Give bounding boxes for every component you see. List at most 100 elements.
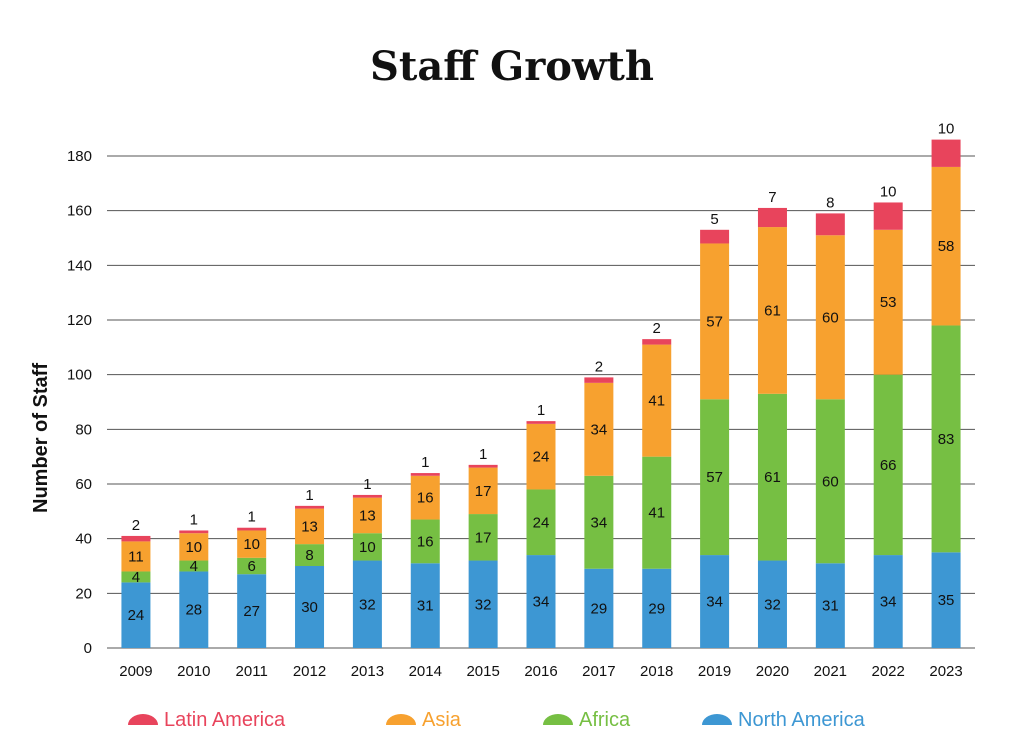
bar-segment: [295, 544, 325, 566]
data-label: 29: [648, 600, 665, 617]
data-label: 1: [479, 446, 487, 463]
y-tick-label: 100: [67, 367, 92, 384]
data-label: 83: [938, 431, 955, 448]
data-label: 34: [591, 421, 608, 438]
bar-stack: 31 60 60 8: [815, 194, 845, 648]
bar-segment: [700, 555, 730, 648]
bar-segment: [873, 555, 903, 648]
bar-segment: [526, 489, 556, 556]
y-tick-label: 40: [75, 531, 92, 548]
data-label: 1: [305, 487, 313, 504]
y-axis-ticks: 0 20 40 60 80 100 120 140 160 180: [67, 148, 92, 657]
bar-segment: [700, 243, 730, 400]
legend-swatch: [386, 714, 416, 725]
bar-stack: 29 41 41 2: [642, 320, 672, 648]
data-label: 10: [880, 183, 897, 200]
bar-segment: [121, 541, 151, 572]
bar-stack: 34 57 57 5: [700, 211, 730, 648]
bar-segment: [121, 535, 151, 542]
data-label: 1: [363, 476, 371, 493]
legend-item: Asia: [386, 709, 462, 731]
data-label: 31: [417, 598, 434, 615]
data-label: 10: [359, 539, 376, 556]
data-label: 30: [301, 599, 318, 616]
x-tick-label: 2013: [351, 663, 384, 680]
x-tick-label: 2017: [582, 663, 615, 680]
y-tick-label: 160: [67, 203, 92, 220]
bar-segment: [179, 530, 209, 534]
bar-segment: [410, 563, 440, 648]
data-label: 1: [537, 402, 545, 419]
bar-segment: [815, 399, 845, 564]
x-tick-label: 2020: [756, 663, 789, 680]
x-tick-label: 2018: [640, 663, 673, 680]
bar-segment: [584, 568, 614, 648]
bar-segment: [584, 475, 614, 569]
legend-item: Africa: [543, 709, 631, 731]
data-label: 13: [301, 518, 318, 535]
bar-segment: [931, 552, 961, 648]
data-label: 13: [359, 507, 376, 524]
bar-stack: 24 4 11 2: [121, 517, 151, 648]
bar-segment: [584, 382, 614, 476]
legend-swatch: [702, 714, 732, 725]
bar-segment: [815, 235, 845, 400]
bar-stack: 34 66 53 10: [873, 183, 903, 648]
data-label: 29: [591, 600, 608, 617]
bar-segment: [468, 464, 498, 468]
data-label: 2: [653, 320, 661, 337]
data-label: 57: [706, 469, 723, 486]
bar-segment: [352, 494, 382, 498]
bar-segment: [526, 421, 556, 424]
bar-stack: 30 8 13 1: [295, 487, 325, 648]
data-label: 35: [938, 592, 955, 609]
x-tick-label: 2021: [814, 663, 847, 680]
y-tick-label: 140: [67, 257, 92, 274]
bar-segment: [179, 533, 209, 561]
legend-label: Asia: [422, 709, 462, 731]
data-label: 32: [359, 596, 376, 613]
x-tick-label: 2010: [177, 663, 210, 680]
data-label: 17: [475, 529, 492, 546]
data-label: 41: [648, 505, 665, 522]
data-label: 61: [764, 469, 781, 486]
bar-segment: [815, 563, 845, 648]
bar-segment: [815, 213, 845, 236]
bar-segment: [757, 227, 787, 394]
x-tick-label: 2012: [293, 663, 326, 680]
bar-segment: [642, 344, 672, 457]
data-label: 8: [305, 547, 313, 564]
bar-segment: [352, 560, 382, 648]
data-label: 17: [475, 483, 492, 500]
data-label: 34: [533, 594, 550, 611]
x-tick-label: 2014: [409, 663, 442, 680]
data-label: 4: [190, 558, 198, 575]
bar-segment: [931, 166, 961, 326]
bar-segment: [352, 533, 382, 561]
data-label: 58: [938, 238, 955, 255]
bar-segment: [700, 229, 730, 244]
legend-label: Africa: [579, 709, 631, 731]
data-label: 66: [880, 457, 897, 474]
x-axis-ticks: 2009 2010 2011 2012 2013 2014 2015 2016 2017 2018…: [119, 663, 963, 680]
bar-stack: 35 83 58 10: [931, 121, 961, 648]
bar-segment: [757, 207, 787, 228]
x-tick-label: 2009: [119, 663, 152, 680]
data-label: 32: [475, 596, 492, 613]
bar-segment: [642, 456, 672, 569]
legend-label: Latin America: [164, 709, 286, 731]
y-tick-label: 120: [67, 312, 92, 329]
bar-segment: [295, 505, 325, 509]
data-label: 61: [764, 302, 781, 319]
bar-segment: [179, 560, 209, 572]
data-label: 10: [185, 539, 202, 556]
bar-stack: 27 6 10 1: [237, 509, 267, 648]
data-label: 5: [710, 211, 718, 228]
bar-stack: 32 17 17 1: [468, 446, 498, 648]
data-label: 60: [822, 473, 839, 490]
bar-segment: [468, 467, 498, 515]
legend-label: North America: [738, 709, 866, 731]
data-label: 8: [826, 194, 834, 211]
x-tick-label: 2011: [236, 663, 268, 680]
